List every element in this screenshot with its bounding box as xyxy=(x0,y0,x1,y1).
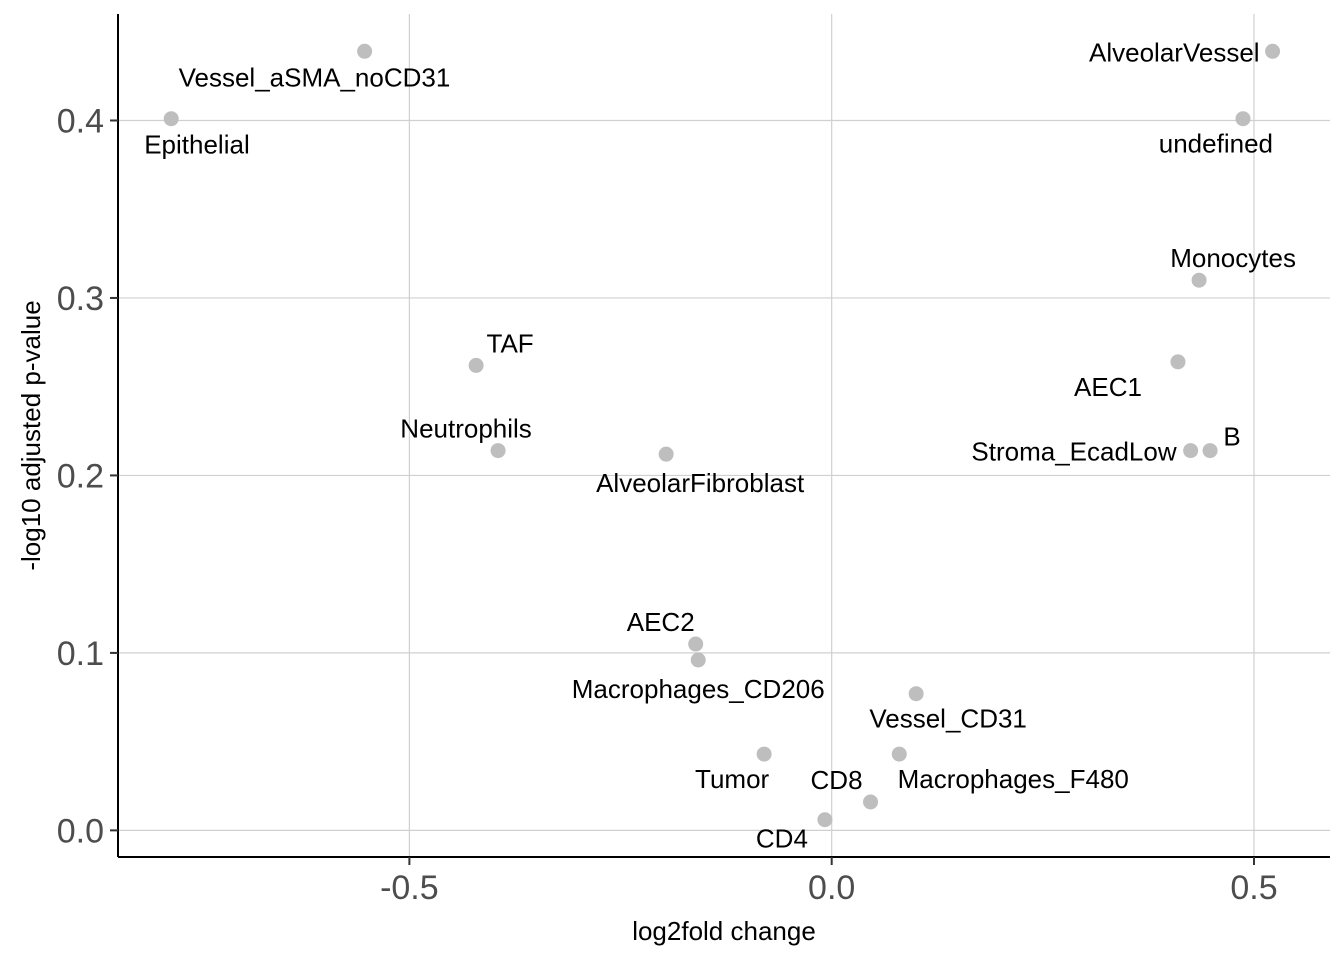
y-tick-label: 0.1 xyxy=(57,635,104,673)
data-point xyxy=(690,652,706,668)
x-tick-label: 0.5 xyxy=(1230,869,1277,907)
point-label: AlveolarVessel xyxy=(1089,37,1260,67)
data-point xyxy=(357,43,373,59)
y-axis-title: -log10 adjusted p-value xyxy=(16,300,46,570)
y-tick-label: 0.3 xyxy=(57,280,104,318)
data-point xyxy=(658,446,674,462)
point-label: Macrophages_CD206 xyxy=(572,674,825,704)
point-label: Neutrophils xyxy=(400,414,532,444)
data-point xyxy=(468,357,484,373)
axis-ticks: -0.5 0.0 0.5 0.0 0.1 0.2 0.3 0.4 xyxy=(57,102,1278,907)
point-label: Monocytes xyxy=(1170,243,1296,273)
x-axis-title: log2fold change xyxy=(632,916,816,946)
point-label: Vessel_aSMA_noCD31 xyxy=(179,62,451,92)
point-label: B xyxy=(1223,422,1240,452)
point-label: TAF xyxy=(487,328,534,358)
point-label: Stroma_EcadLow xyxy=(971,437,1176,467)
data-point xyxy=(1235,111,1251,127)
grid-lines xyxy=(118,14,1330,857)
y-tick-label: 0.0 xyxy=(57,812,104,850)
data-point xyxy=(1183,443,1199,459)
axes xyxy=(117,14,1330,858)
point-label: Epithelial xyxy=(144,130,250,160)
data-point xyxy=(756,746,772,762)
data-point xyxy=(163,111,179,127)
data-point xyxy=(908,686,924,702)
data-point xyxy=(1191,272,1207,288)
data-points xyxy=(163,43,1281,828)
point-label: AEC2 xyxy=(627,607,695,637)
y-tick-label: 0.2 xyxy=(57,457,104,495)
point-label: Vessel_CD31 xyxy=(869,704,1027,734)
y-tick-label: 0.4 xyxy=(57,102,104,140)
point-label: AEC1 xyxy=(1074,372,1142,402)
data-point xyxy=(1265,43,1281,59)
data-point xyxy=(891,746,907,762)
data-point xyxy=(490,443,506,459)
x-tick-label: -0.5 xyxy=(380,869,439,907)
data-point xyxy=(1202,443,1218,459)
x-tick-label: 0.0 xyxy=(808,869,855,907)
point-label: Macrophages_F480 xyxy=(898,764,1129,794)
data-point xyxy=(688,636,704,652)
point-labels: Vessel_aSMA_noCD31 Epithelial AlveolarVess… xyxy=(144,37,1296,853)
point-label: AlveolarFibroblast xyxy=(596,468,805,498)
data-point xyxy=(1170,354,1186,370)
point-label: CD4 xyxy=(756,824,808,854)
data-point xyxy=(817,812,833,828)
point-label: undefined xyxy=(1159,129,1273,159)
point-label: CD8 xyxy=(811,765,863,795)
point-label: Tumor xyxy=(695,764,769,794)
data-point xyxy=(863,794,879,810)
